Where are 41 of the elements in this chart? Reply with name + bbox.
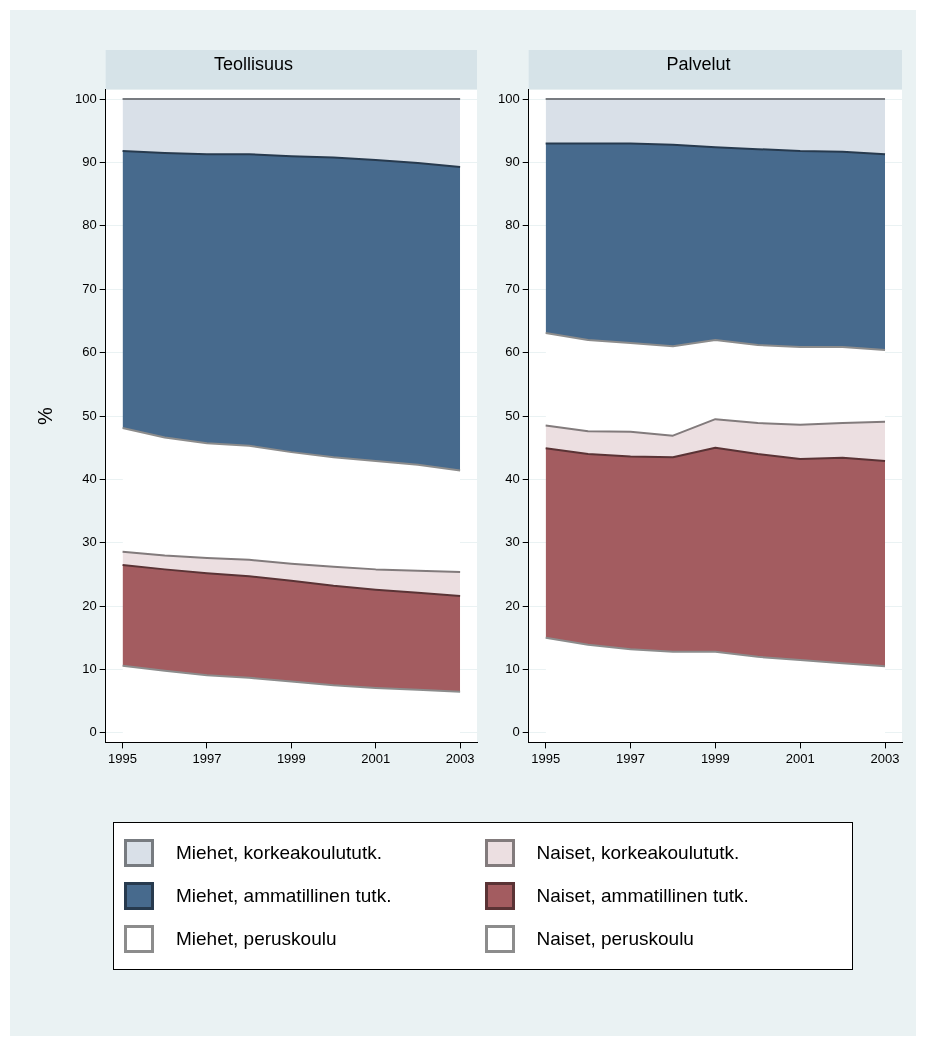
y-tick-label: 80 <box>505 217 520 233</box>
y-tick-label: 60 <box>82 344 97 360</box>
x-tick-label: 1995 <box>108 750 138 766</box>
y-tick-label: 10 <box>82 661 97 677</box>
x-tick-label: 1995 <box>531 750 561 766</box>
legend-label: Miehet, korkeakoulututk. <box>176 841 382 864</box>
x-tick-label: 2001 <box>361 750 391 766</box>
y-tick-label: 60 <box>505 344 520 360</box>
chart-title: Palvelut <box>666 53 731 74</box>
x-tick-label: 2001 <box>785 750 815 766</box>
y-tick-label: 80 <box>82 217 97 233</box>
legend-label: Miehet, peruskoulu <box>176 928 337 951</box>
legend-label: Naiset, peruskoulu <box>536 928 694 951</box>
y-tick-label: 20 <box>505 597 520 613</box>
legend-label: Naiset, korkeakoulututk. <box>536 841 740 864</box>
y-tick-label: 40 <box>505 470 520 486</box>
y-tick-label: 30 <box>505 534 520 550</box>
y-tick-label: 0 <box>512 724 520 740</box>
y-tick-label: 100 <box>74 90 97 106</box>
legend-label: Miehet, ammatillinen tutk. <box>176 884 392 907</box>
y-axis-title: % <box>33 406 56 425</box>
x-tick-label: 1997 <box>616 750 645 766</box>
y-tick-label: 30 <box>82 534 97 550</box>
y-tick-label: 90 <box>82 154 97 170</box>
y-tick-label: 20 <box>82 597 97 613</box>
x-tick-label: 2003 <box>445 750 475 766</box>
y-tick-label: 50 <box>505 407 520 423</box>
y-tick-label: 0 <box>89 724 97 740</box>
y-tick-label: 50 <box>82 407 97 423</box>
x-tick-label: 1999 <box>276 750 306 766</box>
y-tick-label: 40 <box>82 470 97 486</box>
y-tick-label: 70 <box>82 280 97 296</box>
y-tick-label: 90 <box>505 154 520 170</box>
x-tick-label: 1997 <box>192 750 222 766</box>
y-tick-label: 100 <box>497 90 520 106</box>
x-tick-label: 1999 <box>700 750 730 766</box>
legend-label: Naiset, ammatillinen tutk. <box>536 884 749 907</box>
x-tick-label: 2003 <box>870 750 900 766</box>
chart-title: Teollisuus <box>213 53 294 74</box>
y-tick-label: 10 <box>505 661 520 677</box>
y-tick-label: 70 <box>505 280 520 296</box>
